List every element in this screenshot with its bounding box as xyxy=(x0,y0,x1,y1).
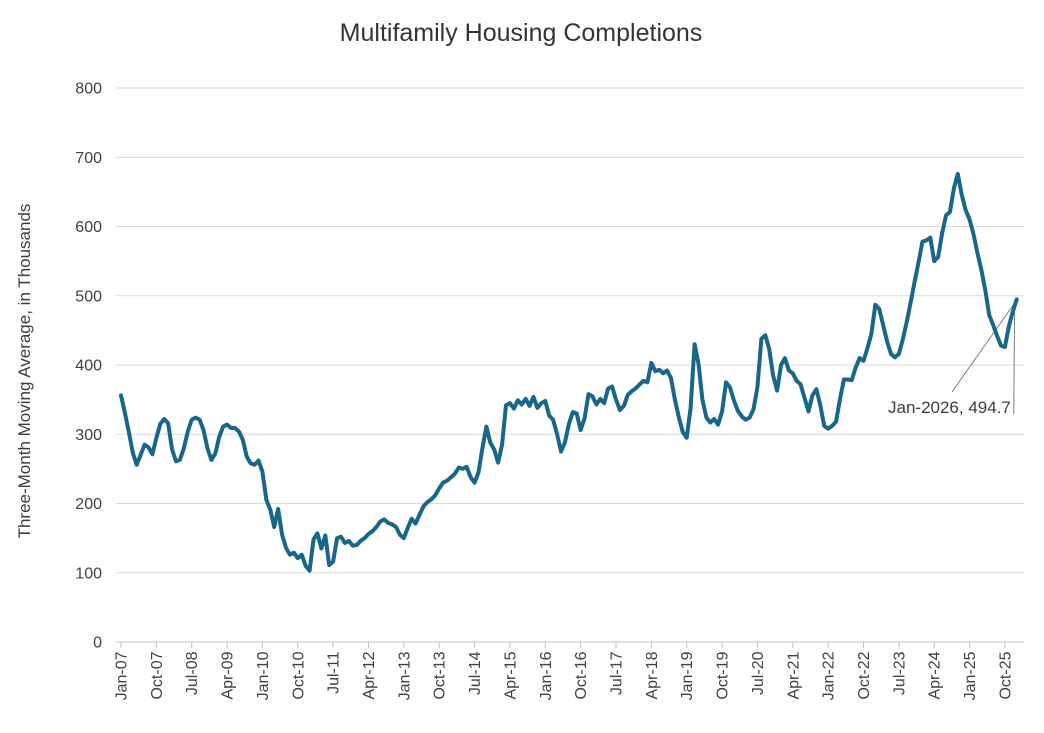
y-tick-label: 800 xyxy=(75,81,102,98)
series-line xyxy=(119,171,1019,573)
x-tick-label: Oct-07 xyxy=(149,651,166,699)
y-tick-label: 400 xyxy=(75,358,102,375)
x-tick-label: Apr-21 xyxy=(785,651,802,699)
gridlines xyxy=(116,87,1024,643)
x-axis-tick-labels: Jan-07 Oct-07 Jul-08 Apr-09 Jan-10 Oct-10 Jul-… xyxy=(114,642,1014,700)
chart-title: Multifamily Housing Completions xyxy=(340,19,703,47)
y-axis-title: Three-Month Moving Average, in Thousands xyxy=(15,204,34,539)
leader-line-diagonal xyxy=(951,301,1017,393)
x-tick-label: Oct-22 xyxy=(856,651,873,699)
x-tick-label: Jul-08 xyxy=(184,651,201,695)
x-tick-label: Jan-16 xyxy=(538,651,555,700)
x-tick-label: Jul-11 xyxy=(326,651,343,693)
x-tick-label: Jul-14 xyxy=(467,651,484,695)
x-tick-label: Jan-07 xyxy=(114,651,131,700)
y-axis-tick-labels: 0 100 200 300 400 500 600 700 800 xyxy=(75,81,102,652)
x-tick-label: Apr-12 xyxy=(361,651,378,699)
x-tick-label: Oct-13 xyxy=(432,651,449,699)
leader-line-vertical xyxy=(1013,301,1016,415)
x-tick-label: Jan-19 xyxy=(679,651,696,700)
annotation-leader-lines xyxy=(951,301,1017,415)
x-tick-label: Jul-20 xyxy=(750,651,767,695)
x-tick-label: Jan-10 xyxy=(255,651,272,700)
x-tick-label: Jul-17 xyxy=(609,651,626,695)
x-tick-label: Jul-23 xyxy=(891,651,908,695)
x-tick-label: Jan-13 xyxy=(396,651,413,700)
x-tick-label: Apr-15 xyxy=(502,651,519,699)
data-series xyxy=(119,171,1019,573)
x-tick-label: Apr-18 xyxy=(644,651,661,699)
x-tick-label: Apr-09 xyxy=(220,651,237,699)
x-tick-label: Oct-10 xyxy=(290,651,307,699)
x-tick-label: Oct-19 xyxy=(715,651,732,699)
y-tick-label: 300 xyxy=(75,427,102,444)
data-label-annotation: Jan-2026, 494.7 xyxy=(888,398,1011,417)
y-tick-label: 200 xyxy=(75,496,102,513)
x-tick-label: Oct-25 xyxy=(997,651,1014,699)
x-tick-label: Apr-24 xyxy=(927,651,944,699)
y-tick-label: 0 xyxy=(93,635,102,652)
y-tick-label: 500 xyxy=(75,288,102,305)
y-tick-label: 600 xyxy=(75,219,102,236)
y-tick-label: 100 xyxy=(75,565,102,582)
x-tick-label: Jan-22 xyxy=(821,651,838,700)
y-tick-label: 700 xyxy=(75,150,102,167)
x-tick-label: Oct-16 xyxy=(573,651,590,699)
x-tick-label: Jan-25 xyxy=(962,651,979,700)
